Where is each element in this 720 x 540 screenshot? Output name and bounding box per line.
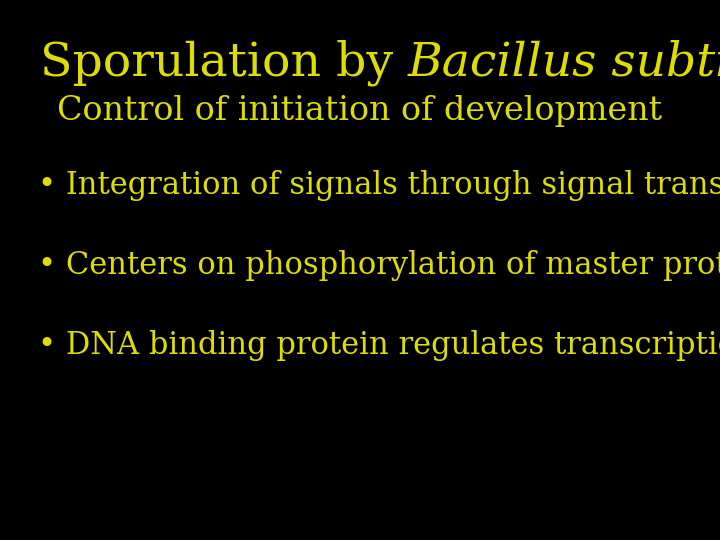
Text: • Centers on phosphorylation of master protein: • Centers on phosphorylation of master p… (38, 250, 720, 281)
Text: Sporulation by ​Bacillus subtilis: Sporulation by ​Bacillus subtilis (40, 40, 720, 86)
Text: • Integration of signals through signal transduction: • Integration of signals through signal … (38, 170, 720, 201)
Text: Control of initiation of development: Control of initiation of development (58, 95, 662, 127)
Text: Sporulation by: Sporulation by (40, 40, 408, 86)
Text: • DNA binding protein regulates transcription: • DNA binding protein regulates transcri… (38, 330, 720, 361)
Text: Bacillus subtilis: Bacillus subtilis (408, 40, 720, 85)
